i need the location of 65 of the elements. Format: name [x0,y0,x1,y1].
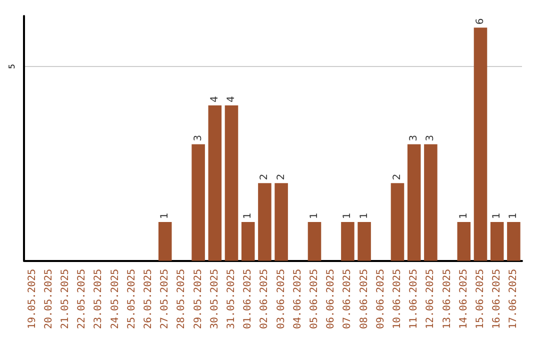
data-label: 1 [458,212,470,219]
data-label: 2 [276,174,287,180]
x-tick-label: 31.05.2025 [226,268,237,330]
x-tick-label: 27.05.2025 [160,268,171,330]
x-tick-label: 09.06.2025 [375,268,386,330]
bar [490,222,504,261]
x-tick-label: 26.05.2025 [143,268,154,330]
x-tick-label: 17.06.2025 [508,268,520,330]
data-label: 1 [242,212,254,219]
x-tick-label: 29.05.2025 [192,268,204,330]
data-label: 6 [475,18,486,25]
x-tick-label: 01.06.2025 [242,268,254,330]
data-label: 3 [425,134,436,142]
data-label: 2 [259,174,270,180]
x-tick-label: 22.05.2025 [76,268,88,330]
x-tick-label: 02.06.2025 [259,268,270,330]
bar [224,105,238,261]
x-tick-label: 07.06.2025 [342,268,354,330]
x-tick-label: 30.05.2025 [209,268,220,330]
x-tick-label: 21.05.2025 [60,268,71,330]
data-label: 4 [209,96,220,102]
bar [192,144,205,261]
bar [274,183,288,261]
bar [424,144,438,261]
bar [407,144,421,261]
x-tick-label: 10.06.2025 [392,268,403,330]
data-label: 1 [160,212,171,219]
data-label: 1 [342,212,354,219]
bar [158,222,172,261]
bar [474,28,488,261]
x-tick-label: 19.05.2025 [26,268,38,330]
x-tick-label: 04.06.2025 [292,268,304,330]
x-tick-label: 03.06.2025 [276,268,287,330]
x-tick-label: 11.06.2025 [408,268,420,330]
x-tick-label: 08.06.2025 [358,268,370,330]
bar [457,222,471,261]
x-tick-label: 24.05.2025 [110,268,121,330]
data-label: 3 [408,134,420,142]
data-label: 1 [492,212,503,219]
data-label: 2 [392,174,403,180]
data-label: 3 [192,134,204,142]
x-tick-label: 06.06.2025 [326,268,337,330]
y-tick-label: 5 [8,64,16,70]
bar [241,222,255,261]
bar [208,105,222,261]
x-tick-label: 16.06.2025 [492,268,503,330]
x-tick-label: 12.06.2025 [425,268,436,330]
bar [358,222,371,261]
x-tick-label: 14.06.2025 [458,268,470,330]
bar [258,183,272,261]
bar [341,222,354,261]
x-tick-label: 23.05.2025 [93,268,104,330]
data-label: 4 [226,96,237,102]
data-label: 1 [508,212,520,219]
x-tick-label: 25.05.2025 [126,268,138,330]
x-tick-label: 13.06.2025 [442,268,453,330]
x-tick-label: 05.06.2025 [309,268,320,330]
bar [308,222,322,261]
bar [390,183,404,261]
x-tick-label: 28.05.2025 [176,268,188,330]
bar [507,222,520,261]
x-tick-label: 20.05.2025 [43,268,54,330]
x-tick-label: 15.06.2025 [475,268,486,330]
data-label: 1 [309,212,320,219]
data-label: 1 [358,212,370,219]
